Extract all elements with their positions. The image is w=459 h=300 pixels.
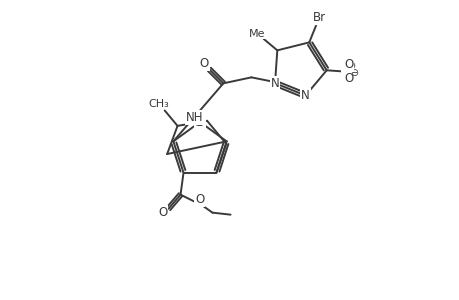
Text: N: N [341,65,350,78]
Text: S: S [195,116,204,128]
Text: O: O [343,58,353,71]
Text: ⊕: ⊕ [347,61,355,71]
Text: ⊖: ⊖ [350,68,358,78]
Text: NH: NH [185,111,203,124]
Text: Br: Br [312,11,325,24]
Text: O: O [343,72,353,85]
Text: N: N [270,77,279,90]
Text: N: N [301,89,309,102]
Text: O: O [199,57,208,70]
Text: CH₃: CH₃ [148,99,169,109]
Text: O: O [195,193,204,206]
Text: Me: Me [249,28,265,39]
Text: O: O [157,206,167,219]
